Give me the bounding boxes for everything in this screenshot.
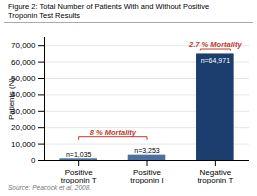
html-text:Source: Peacock et al, 2008.: Source: Peacock et al, 2008.	[8, 184, 92, 191]
svg-text:n=1,035: n=1,035	[66, 151, 92, 158]
svg-text:0: 0	[31, 156, 36, 165]
svg-text:60,000: 60,000	[11, 58, 36, 67]
svg-text:50,000: 50,000	[11, 74, 36, 84]
svg-text:n=3,253: n=3,253	[134, 147, 160, 154]
html-text:Troponin Test Results: Troponin Test Results	[8, 11, 81, 20]
svg-text:30,000: 30,000	[11, 106, 36, 116]
svg-text:8 % Mortality: 8 % Mortality	[90, 128, 137, 137]
svg-text:70,000: 70,000	[11, 41, 36, 50]
svg-text:10,000: 10,000	[11, 140, 36, 149]
svg-text:2.7 % Mortality: 2.7 % Mortality	[188, 40, 242, 49]
svg-text:40,000: 40,000	[11, 90, 36, 100]
svg-text:n=64,971: n=64,971	[201, 57, 230, 64]
svg-text:Positivetroponin T: Positivetroponin T	[61, 168, 97, 184]
html-text:Figure 2: Total Number of Pati: Figure 2: Total Number of Patients With …	[8, 2, 210, 11]
svg-text:Positivetroponin I: Positivetroponin I	[130, 168, 163, 184]
svg-text:Negativetroponin T: Negativetroponin T	[197, 168, 233, 184]
svg-text:Patients (N): Patients (N)	[7, 78, 16, 121]
svg-text:20,000: 20,000	[11, 123, 36, 132]
